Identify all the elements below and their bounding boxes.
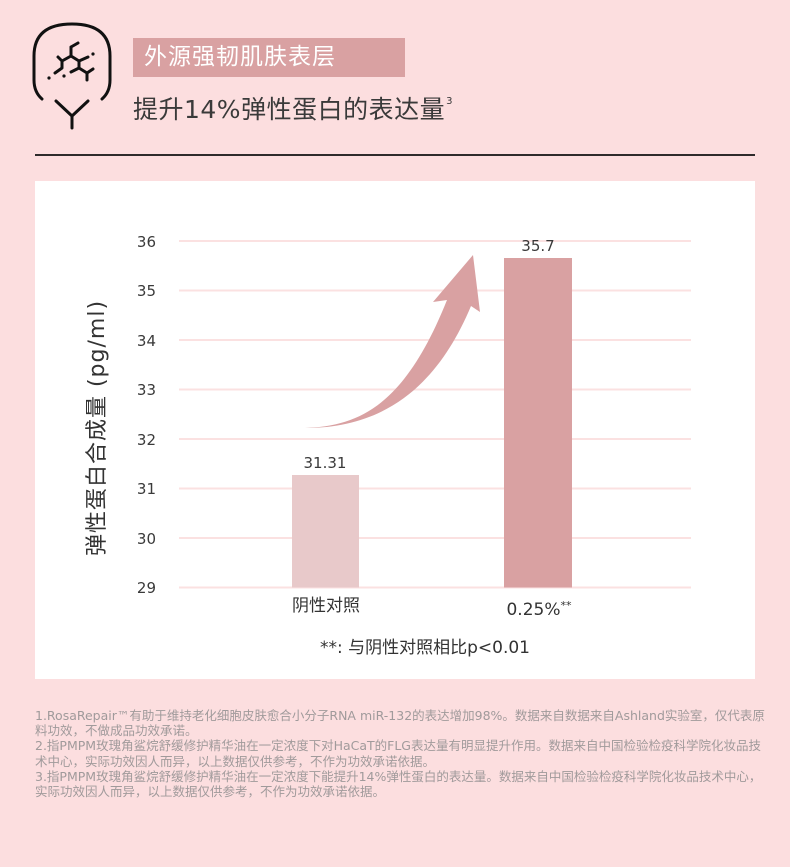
chart-card — [35, 181, 755, 679]
section-title-badge: 外源强韧肌肤表层 — [133, 38, 405, 77]
header-divider — [35, 154, 755, 156]
bar-value-control: 31.31 — [303, 454, 347, 472]
y-tick: 34 — [136, 332, 156, 350]
significance-note: **: 与阴性对照相比p<0.01 — [319, 638, 531, 658]
bar-value-treatment: 35.7 — [521, 237, 555, 255]
bar-treatment — [504, 258, 572, 588]
bar-control — [292, 475, 359, 588]
subtitle-text: 提升14%弹性蛋白的表达量 — [133, 95, 446, 124]
category-text: 0.25% — [506, 600, 561, 620]
footnote-3: 3.指PMPM玫瑰角鲨烷舒缓修护精华油在一定浓度下能提升14%弹性蛋白的表达量。… — [35, 768, 762, 800]
x-category-treatment: 0.25%** — [459, 595, 619, 621]
y-tick: 35 — [136, 282, 156, 300]
y-tick: 29 — [136, 579, 156, 597]
y-tick: 32 — [136, 431, 156, 449]
y-tick: 36 — [136, 233, 156, 251]
molecule-capsule-icon — [32, 22, 112, 130]
x-category-control: 阴性对照 — [246, 595, 406, 617]
y-tick: 31 — [136, 480, 156, 498]
gridlines — [179, 240, 691, 589]
y-tick: 30 — [136, 530, 156, 548]
footnotes: 1.RosaRepair™有助于维持老化细胞皮肤愈合小分子RNA miR-132… — [35, 708, 765, 799]
footnote-ref: 3 — [446, 96, 453, 107]
y-tick: 33 — [136, 381, 156, 399]
y-axis-label: 弹性蛋白合成量 (pg/ml) — [85, 299, 110, 557]
section-subtitle: 提升14%弹性蛋白的表达量3 — [133, 85, 453, 127]
significance-mark: ** — [560, 599, 572, 612]
footnote-2: 2.指PMPM玫瑰角鲨烷舒缓修护精华油在一定浓度下对HaCaT的FLG表达量有明… — [35, 738, 761, 769]
category-text: 阴性对照 — [292, 596, 360, 616]
footnote-1: 1.RosaRepair™有助于维持老化细胞皮肤愈合小分子RNA miR-132… — [35, 708, 765, 739]
trend-arrow-icon — [305, 255, 480, 428]
